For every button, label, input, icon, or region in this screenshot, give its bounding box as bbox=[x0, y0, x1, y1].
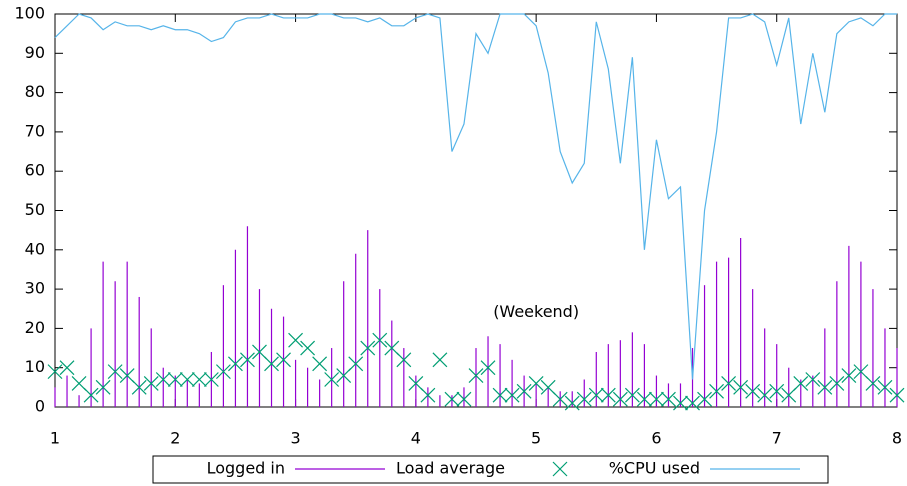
point bbox=[661, 391, 676, 407]
point bbox=[228, 356, 243, 372]
point bbox=[107, 364, 123, 380]
point bbox=[805, 372, 821, 387]
point bbox=[456, 391, 472, 407]
point bbox=[685, 395, 700, 411]
point bbox=[264, 356, 279, 372]
point bbox=[324, 372, 340, 387]
point bbox=[155, 372, 171, 387]
point bbox=[673, 395, 688, 411]
legend-label: Logged in bbox=[207, 459, 285, 478]
annotation: (Weekend) bbox=[493, 302, 579, 321]
point bbox=[432, 352, 448, 368]
point bbox=[757, 387, 773, 403]
point bbox=[360, 340, 376, 356]
point bbox=[793, 375, 809, 391]
point bbox=[600, 387, 616, 403]
y-tick-label: 60 bbox=[25, 161, 45, 180]
point bbox=[276, 352, 291, 368]
x-tick-label: 6 bbox=[651, 429, 661, 448]
point bbox=[733, 379, 749, 395]
x-tick-label: 2 bbox=[170, 429, 180, 448]
point bbox=[769, 383, 785, 399]
point bbox=[215, 364, 231, 380]
point bbox=[745, 383, 761, 399]
point bbox=[384, 340, 400, 356]
point bbox=[95, 379, 111, 395]
point bbox=[709, 383, 724, 399]
point bbox=[167, 372, 183, 387]
point bbox=[420, 387, 436, 403]
point bbox=[47, 364, 63, 380]
y-tick-label: 70 bbox=[25, 121, 45, 140]
point bbox=[252, 344, 267, 360]
point bbox=[480, 360, 496, 376]
point bbox=[179, 372, 195, 387]
point bbox=[336, 368, 352, 383]
point bbox=[444, 391, 460, 407]
point bbox=[396, 352, 412, 368]
y-tick-label: 20 bbox=[25, 318, 45, 337]
x-tick-label: 5 bbox=[531, 429, 541, 448]
point bbox=[288, 332, 303, 348]
point bbox=[143, 375, 159, 391]
point bbox=[721, 375, 737, 391]
point bbox=[528, 375, 544, 391]
point bbox=[624, 387, 640, 403]
point bbox=[191, 372, 207, 387]
point bbox=[372, 332, 388, 348]
point bbox=[131, 379, 147, 395]
point bbox=[552, 391, 568, 407]
point bbox=[781, 387, 797, 403]
point bbox=[817, 379, 833, 395]
point bbox=[240, 352, 255, 368]
point bbox=[612, 391, 628, 407]
point bbox=[408, 375, 424, 391]
x-tick-label: 4 bbox=[411, 429, 421, 448]
point bbox=[576, 391, 592, 407]
point bbox=[889, 387, 905, 403]
point bbox=[119, 368, 135, 383]
point bbox=[300, 340, 316, 356]
point bbox=[83, 387, 99, 403]
point bbox=[853, 364, 869, 380]
legend-label: Load average bbox=[396, 459, 505, 478]
y-tick-label: 100 bbox=[14, 4, 45, 23]
legend-box bbox=[152, 455, 829, 484]
line bbox=[54, 13, 897, 380]
point bbox=[564, 395, 580, 411]
point bbox=[588, 387, 604, 403]
y-tick-label: 10 bbox=[25, 357, 45, 376]
point bbox=[877, 379, 893, 395]
y-tick-label: 80 bbox=[25, 82, 45, 101]
x-tick-label: 1 bbox=[50, 429, 60, 448]
point bbox=[312, 356, 328, 372]
point bbox=[492, 387, 508, 403]
point bbox=[829, 375, 845, 391]
y-tick-label: 40 bbox=[25, 239, 45, 258]
y-tick-label: 90 bbox=[25, 43, 45, 62]
point bbox=[697, 391, 712, 407]
x-tick-label: 8 bbox=[892, 429, 902, 448]
point bbox=[59, 360, 75, 376]
point bbox=[468, 368, 484, 383]
point bbox=[504, 387, 520, 403]
x-tick-label: 3 bbox=[290, 429, 300, 448]
point bbox=[348, 356, 364, 372]
legend-marker bbox=[552, 461, 568, 477]
point bbox=[71, 375, 87, 391]
x-tick-label: 7 bbox=[772, 429, 782, 448]
legend-label: %CPU used bbox=[609, 459, 700, 478]
point bbox=[841, 368, 857, 383]
point bbox=[516, 383, 532, 399]
point bbox=[865, 375, 881, 391]
point bbox=[649, 391, 664, 407]
y-tick-label: 50 bbox=[25, 200, 45, 219]
y-tick-label: 0 bbox=[35, 397, 45, 416]
y-tick-label: 30 bbox=[25, 279, 45, 298]
point bbox=[636, 391, 652, 407]
point bbox=[540, 379, 556, 395]
point bbox=[203, 372, 219, 387]
